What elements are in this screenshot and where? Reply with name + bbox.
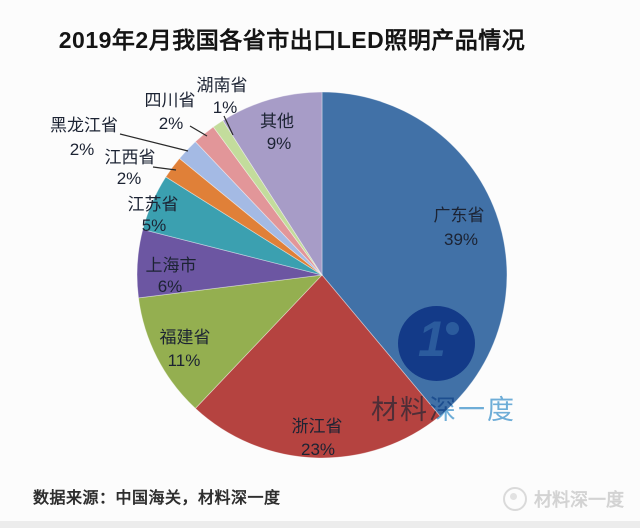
leader-line-heilongjiang (119, 133, 189, 152)
pie-pct-fujian: 11% (168, 351, 201, 370)
pie-label-jiangxi: 江西省 (105, 148, 156, 167)
pie-label-shanghai: 上海市 (146, 256, 197, 275)
watermark-logo-dot (446, 322, 459, 335)
leader-line-sichuan (189, 125, 208, 137)
pie-slice-hunan (212, 119, 323, 276)
pie-label-zhejiang: 浙江省 (292, 417, 343, 436)
leader-line-hunan (223, 115, 234, 136)
pie-slice-heilongjiang (178, 141, 323, 276)
pie-label-jiangsu: 江苏省 (128, 195, 179, 214)
bottom-divider (0, 521, 640, 528)
pie-label-heilongjiang: 黑龙江省 (50, 116, 118, 135)
pie-pct-zhejiang: 23% (301, 440, 335, 459)
data-source-note: 数据来源：中国海关，材料深一度 (33, 490, 281, 507)
pie-pct-hunan: 1% (213, 98, 238, 117)
pie-label-other: 其他 (260, 112, 294, 131)
pie-label-fujian: 福建省 (160, 328, 211, 347)
pie-slice-jiangsu (142, 176, 323, 276)
footer-brand-text: 材料深一度 (534, 490, 624, 510)
watermark-logo-icon: 1 (398, 306, 475, 381)
pie-pct-shanghai: 6% (158, 277, 183, 296)
pie-pct-other: 9% (267, 134, 292, 153)
pie-slice-shanghai (136, 229, 323, 299)
watermark-brand-text: 材料深一度 (371, 395, 516, 425)
pie-slice-fujian (138, 274, 324, 409)
pie-label-sichuan: 四川省 (145, 91, 196, 110)
pie-slice-zhejiang (194, 274, 441, 459)
pie-pct-sichuan: 2% (159, 114, 184, 133)
pie-slice-other (222, 91, 323, 277)
pie-label-hunan: 湖南省 (197, 76, 248, 95)
footer-brand-logo-icon (503, 487, 527, 511)
pie-pct-guangdong: 39% (444, 230, 478, 249)
pie-pct-heilongjiang: 2% (70, 140, 95, 159)
footer-watermark: 材料深一度 (503, 486, 624, 512)
pie-slice-jiangxi (165, 157, 323, 276)
pie-pct-jiangsu: 5% (142, 216, 167, 235)
leader-line-jiangxi (152, 166, 177, 171)
pie-pct-jiangxi: 2% (117, 169, 142, 188)
watermark-logo-digit: 1 (418, 311, 446, 367)
chart-title: 2019年2月我国各省市出口LED照明产品情况 (58, 27, 526, 53)
pie-label-guangdong: 广东省 (434, 206, 485, 225)
